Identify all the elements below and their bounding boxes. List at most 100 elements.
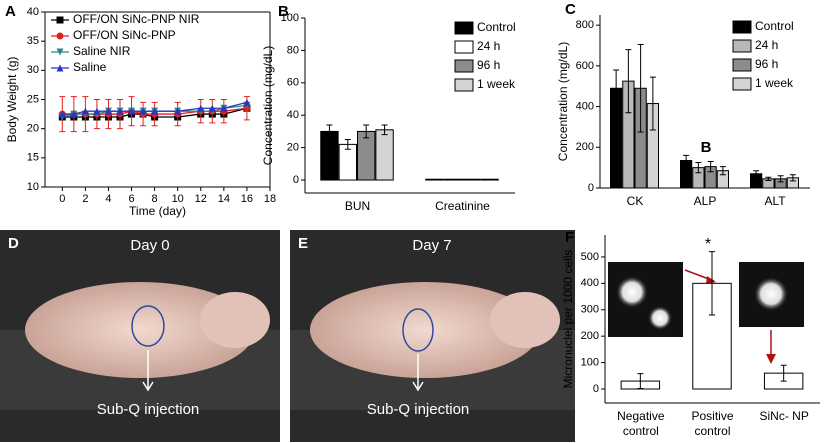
legend-label: Saline [73, 60, 107, 74]
error-bar [649, 76, 656, 131]
marker [128, 107, 136, 115]
marker [81, 107, 89, 115]
marker [70, 110, 78, 118]
x-tick-label: 10 [172, 193, 184, 205]
y-tick-label: 35 [27, 35, 39, 47]
legend-swatch [454, 21, 474, 35]
marker [116, 107, 124, 115]
photo-day: Day 0 [130, 237, 169, 254]
legend-marker [56, 16, 64, 24]
y-tick-label: 300 [581, 304, 599, 316]
marker [197, 104, 205, 112]
y-tick-label: 100 [581, 356, 599, 368]
marker [208, 104, 216, 112]
y-tick-label: 600 [576, 60, 594, 72]
legend-label: OFF/ON SiNc-PNP [73, 28, 176, 42]
insets [608, 262, 804, 364]
y-axis-label: Micronuclei per 1000 cells [561, 250, 575, 389]
legend-label: 24 h [755, 38, 778, 52]
error-bar [326, 124, 333, 139]
x-tick-label: Negative control [617, 409, 665, 438]
legend-label: Control [477, 20, 516, 34]
y-tick-label: 500 [581, 251, 599, 263]
marker [220, 104, 228, 112]
x-tick-label: SiNc- NP [759, 409, 808, 423]
x-tick-label: 12 [195, 193, 207, 205]
marker [174, 107, 182, 115]
photo-e: E Day 7 Sub-Q injection [290, 230, 575, 442]
x-tick-label: Positive control [691, 409, 733, 438]
y-tick-label: 100 [281, 12, 299, 24]
photo-d: D Day 0 Sub-Q injection [0, 230, 280, 442]
line [62, 101, 248, 115]
photo-caption: Sub-Q injection [97, 401, 200, 418]
arrow-head [412, 381, 424, 392]
x-tick-label: 6 [128, 193, 134, 205]
y-tick-label: 20 [287, 142, 299, 154]
marker [104, 107, 112, 115]
y-tick-label: 0 [293, 174, 299, 186]
panel-label: B [278, 3, 289, 20]
x-tick-label: 18 [264, 193, 276, 205]
bar [320, 130, 339, 181]
y-tick-label: 200 [576, 141, 594, 153]
legend-marker [56, 64, 64, 72]
y-tick-label: 60 [287, 77, 299, 89]
x-tick-label: 4 [105, 193, 111, 205]
error-bar [637, 373, 644, 389]
error-bar [789, 174, 796, 182]
arrow-head [706, 276, 716, 284]
panel-label: A [5, 3, 16, 20]
x-tick-label: ALT [764, 194, 786, 208]
mouse-head [200, 292, 270, 348]
x-tick-word: Positive [691, 409, 733, 423]
arrow-head [142, 381, 154, 392]
error-bar [637, 44, 644, 133]
marker [58, 110, 66, 118]
error-bar [780, 364, 787, 382]
y-tick-label: 200 [581, 330, 599, 342]
marker [93, 107, 101, 115]
mouse-head [490, 292, 560, 348]
legend-label: 1 week [755, 76, 794, 90]
error-bar [683, 154, 690, 167]
y-axis-label: Concentration (mg/dL) [556, 42, 570, 161]
marker [243, 98, 251, 106]
x-tick-label: ALP [694, 194, 717, 208]
error-bar [765, 176, 772, 181]
mouse [310, 282, 540, 378]
y-tick-label: 800 [576, 19, 594, 31]
y-tick-label: 80 [287, 44, 299, 56]
marker [139, 107, 147, 115]
error-bar [777, 175, 784, 183]
photo-caption: Sub-Q injection [367, 401, 470, 418]
error-bar [344, 139, 351, 150]
y-axis-label: Concentration (mg/dL) [261, 46, 275, 165]
legend-label: Control [755, 19, 794, 33]
x-tick-word: control [694, 424, 730, 438]
bar [462, 178, 481, 181]
legend-marker [56, 32, 64, 40]
legend-swatch [732, 20, 752, 34]
legend-marker [56, 48, 64, 56]
legend-label: OFF/ON SiNc-PNP NIR [73, 12, 200, 26]
injection-circle [131, 305, 165, 347]
mouse [25, 282, 255, 378]
bar [357, 130, 376, 181]
x-tick-label: 16 [241, 193, 253, 205]
y-tick-label: 40 [287, 109, 299, 121]
x-axis-label: Time (day) [129, 204, 186, 218]
legend-label: 96 h [477, 58, 500, 72]
y-tick-label: 40 [27, 6, 39, 18]
error-bar [613, 69, 620, 108]
x-tick-label: 14 [218, 193, 230, 205]
x-tick-word: control [623, 424, 659, 438]
y-tick-label: 25 [27, 93, 39, 105]
panel-label: D [8, 235, 19, 252]
y-tick-label: 20 [27, 123, 39, 135]
annotation: B [701, 139, 712, 156]
panel-label: F [565, 229, 574, 246]
annotation: * [705, 236, 711, 253]
legend-label: 24 h [477, 39, 500, 53]
legend-label: 96 h [755, 57, 778, 71]
